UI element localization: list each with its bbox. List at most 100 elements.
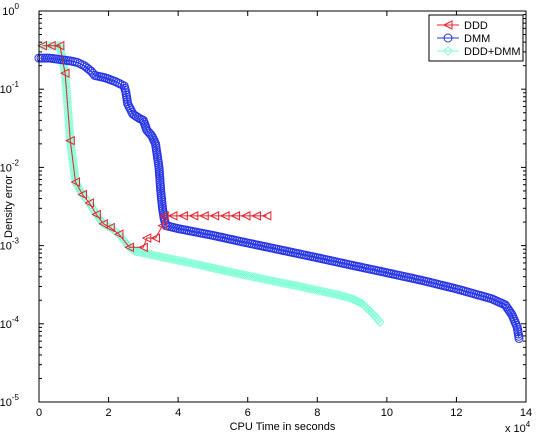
data-point xyxy=(297,282,308,292)
data-point xyxy=(355,298,366,308)
data-point xyxy=(55,40,65,51)
data-point xyxy=(305,283,315,294)
y-tick-exponent: -4 xyxy=(12,315,20,324)
series-line xyxy=(42,45,267,248)
x-multiplier-base: x 10 xyxy=(505,423,526,435)
data-point xyxy=(105,222,115,233)
legend-label: DMM xyxy=(464,33,490,45)
data-point xyxy=(188,258,198,269)
data-point xyxy=(209,211,220,221)
data-point xyxy=(251,211,261,221)
y-tick-label: 10-4 xyxy=(0,315,20,331)
data-point xyxy=(198,261,208,271)
data-point xyxy=(223,266,233,277)
data-point xyxy=(375,317,385,327)
data-point xyxy=(74,183,84,193)
data-point xyxy=(315,286,325,296)
data-point xyxy=(339,291,350,302)
series-DMM xyxy=(34,53,524,343)
series-line xyxy=(42,45,381,323)
data-point xyxy=(230,211,241,221)
data-point xyxy=(138,242,148,253)
x-tick-label: 0 xyxy=(36,407,42,419)
data-point xyxy=(54,40,65,51)
legend-marker xyxy=(443,46,453,56)
data-point xyxy=(150,233,161,243)
data-point xyxy=(167,211,178,221)
y-tick-exponent: -5 xyxy=(12,393,20,402)
data-point xyxy=(208,263,218,273)
data-point xyxy=(327,288,337,299)
data-point xyxy=(215,265,226,275)
data-point xyxy=(334,290,345,301)
series-DDD xyxy=(37,40,272,253)
y-tick-exponent: -1 xyxy=(12,80,20,89)
data-point xyxy=(137,114,147,124)
x-tick-label: 6 xyxy=(245,407,251,419)
data-point xyxy=(353,297,364,307)
data-point xyxy=(320,287,330,297)
x-multiplier-exponent: 4 xyxy=(526,420,531,429)
data-point xyxy=(115,79,125,89)
data-point xyxy=(113,229,124,239)
legend-label: DDD xyxy=(464,20,488,32)
data-point xyxy=(193,259,203,270)
data-point xyxy=(205,262,216,273)
data-point xyxy=(70,177,81,187)
ticks-layer: 0 2 4 6 8 10 12 14 10-5 10-4 10-3 10-2 10-1 100 xyxy=(0,2,532,419)
data-point xyxy=(332,290,342,300)
data-point xyxy=(300,282,310,293)
data-point xyxy=(307,284,318,294)
y-tick-label: 100 xyxy=(2,2,19,18)
y-tick-exponent: 0 xyxy=(15,2,20,11)
data-point xyxy=(84,198,94,208)
data-point xyxy=(77,189,87,200)
data-point xyxy=(240,211,251,221)
data-point xyxy=(347,293,357,304)
data-point xyxy=(220,266,231,276)
x-tick-label: 2 xyxy=(106,407,112,419)
y-axis-label: Density error xyxy=(3,175,15,238)
data-point xyxy=(199,211,209,221)
data-point xyxy=(514,333,524,343)
data-point xyxy=(210,263,221,274)
x-tick-label: 12 xyxy=(450,407,462,419)
series-layer xyxy=(34,40,524,343)
plot-frame xyxy=(38,10,527,403)
data-point xyxy=(98,219,109,229)
data-point xyxy=(302,283,313,293)
y-tick-label: 10-5 xyxy=(0,393,20,409)
data-point xyxy=(178,211,188,221)
data-point xyxy=(261,211,272,221)
data-point xyxy=(190,259,201,269)
legend-label: DDD+DMM xyxy=(464,46,521,58)
legend-marker xyxy=(442,20,453,30)
data-point xyxy=(98,218,108,229)
data-point xyxy=(70,177,81,187)
data-point xyxy=(317,286,327,297)
data-point xyxy=(218,265,228,275)
data-point xyxy=(188,211,199,221)
y-tick-label: 10-1 xyxy=(0,80,20,96)
data-point xyxy=(295,281,305,292)
data-point xyxy=(150,137,160,147)
data-point xyxy=(195,260,206,270)
data-point xyxy=(91,209,101,220)
data-point xyxy=(310,285,320,295)
data-point xyxy=(200,261,211,272)
x-tick-label: 4 xyxy=(175,407,181,419)
data-point xyxy=(329,289,340,299)
data-point xyxy=(65,135,75,146)
x-axis-multiplier: x 104 xyxy=(505,420,531,435)
y-tick-label: 10-3 xyxy=(0,237,20,253)
data-point xyxy=(325,288,335,298)
series-DDD+DMM xyxy=(37,40,385,327)
data-point xyxy=(337,291,347,301)
data-point xyxy=(203,262,213,272)
series-line xyxy=(39,57,520,339)
data-point xyxy=(344,293,355,303)
data-point xyxy=(213,264,223,274)
y-tick-exponent: -3 xyxy=(12,237,20,246)
